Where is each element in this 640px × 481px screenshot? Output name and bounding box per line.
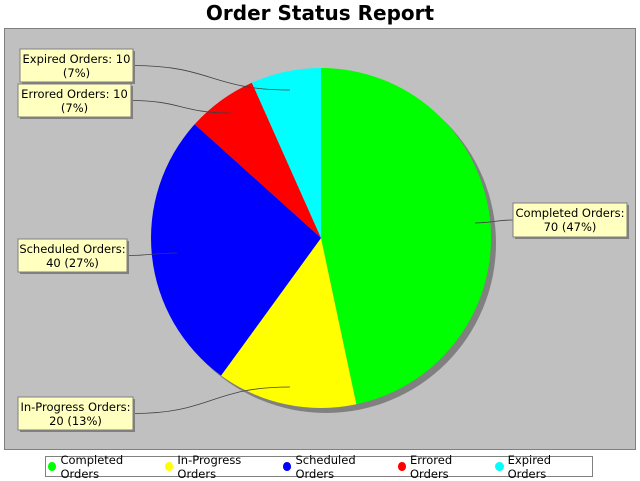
- label-text-line1: Errored Orders: 10: [21, 87, 128, 101]
- label-text-line2: 20 (13%): [49, 414, 102, 428]
- plot-area: Completed Orders: 70 (47%) In-Progress Ord…: [4, 28, 636, 450]
- legend-swatch: [48, 462, 57, 471]
- label-errored-orders: Errored Orders: 10(7%): [17, 83, 133, 119]
- legend-swatch: [164, 462, 174, 471]
- label-expired-orders: Expired Orders: 10(7%): [19, 48, 135, 84]
- legend-item-scheduled-orders: Scheduled Orders: [283, 453, 392, 481]
- legend-label: Errored Orders: [410, 452, 453, 481]
- slice-scheduled-orders[interactable]: [150, 124, 321, 376]
- legend-swatch: [397, 462, 406, 471]
- label-in-progress-orders: In-Progress Orders:20 (13%): [17, 396, 135, 432]
- label-text-line1: Completed Orders:: [516, 206, 625, 220]
- legend-swatch: [495, 462, 504, 471]
- legend-label: In-Progress Orders: [177, 452, 242, 481]
- legend-item-errored-orders: Errored Orders: [397, 452, 490, 481]
- legend: Completed Orders In-Progress Orders Schedu…: [45, 453, 593, 481]
- slice-errored-orders[interactable]: [194, 82, 321, 239]
- chart-title: Order Status Report: [205, 1, 435, 25]
- leader-line-scheduled-orders: [126, 252, 178, 256]
- legend-label: Scheduled Orders: [295, 452, 356, 481]
- pie-chart: Completed Orders:70 (47%) In-Progress Ord…: [17, 48, 629, 432]
- leader-line-expired-orders: [132, 65, 291, 91]
- legend-item-in-progress-orders: In-Progress Orders: [164, 452, 277, 481]
- legend-swatch: [283, 462, 292, 471]
- label-text-line1: In-Progress Orders:: [20, 400, 130, 414]
- slice-expired-orders[interactable]: [251, 68, 321, 238]
- legend-item-expired-orders: Expired Orders: [495, 453, 588, 481]
- label-text-line1: Expired Orders: 10: [23, 52, 131, 66]
- legend-label: Expired Orders: [507, 452, 552, 481]
- label-text-line2: 70 (47%): [544, 220, 597, 234]
- leader-line-in-progress-orders: [132, 386, 291, 414]
- leader-line-errored-orders: [130, 100, 232, 114]
- label-scheduled-orders: Scheduled Orders:40 (27%): [17, 238, 129, 274]
- legend-label: Completed Orders: [60, 452, 124, 481]
- slice-completed-orders[interactable]: [321, 68, 492, 405]
- slice-in-progress-orders[interactable]: [221, 238, 357, 408]
- label-text-line2: (7%): [61, 101, 88, 115]
- legend-item-completed-orders: Completed Orders: [48, 453, 159, 481]
- label-text-line1: Scheduled Orders:: [19, 242, 125, 256]
- label-completed-orders: Completed Orders:70 (47%): [512, 202, 629, 239]
- leader-line-completed-orders: [474, 219, 514, 224]
- label-text-line2: 40 (27%): [46, 256, 99, 270]
- label-text-line2: (7%): [63, 66, 90, 80]
